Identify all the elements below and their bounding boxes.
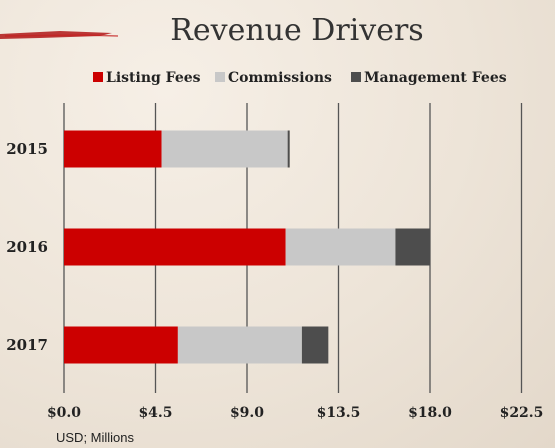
chart-legend: Listing Fees Commissions Management Fees: [93, 70, 507, 86]
category-labels: 2015 2016 2017: [6, 140, 48, 354]
category-label: 2016: [6, 238, 48, 256]
category-label: 2015: [6, 140, 48, 158]
bar-commissions-2016: [285, 228, 396, 266]
bar-listing-fees-2016: [64, 228, 286, 266]
decorative-brush-stroke: [0, 31, 119, 39]
bar-management-fees-2017: [301, 326, 329, 364]
x-axis-tick-labels: $0.0 $4.5 $9.0 $13.5 $18.0 $22.5: [47, 405, 543, 421]
x-tick-label: $22.5: [500, 405, 544, 421]
x-tick-label: $13.5: [317, 405, 361, 421]
x-axis-unit-label: USD; Millions: [56, 430, 135, 445]
bar-listing-fees-2015: [64, 130, 162, 168]
bar-management-fees-2016: [395, 228, 430, 266]
category-label: 2017: [6, 336, 48, 354]
bars: [64, 130, 430, 364]
legend-swatch: [215, 72, 225, 82]
x-tick-label: $9.0: [230, 405, 264, 421]
legend-label: Management Fees: [364, 70, 507, 86]
chart-title: Revenue Drivers: [170, 13, 423, 48]
x-tick-label: $18.0: [408, 405, 452, 421]
bar-commissions-2017: [177, 326, 302, 364]
legend-swatch: [93, 72, 103, 82]
legend-swatch: [351, 72, 361, 82]
bar-listing-fees-2017: [64, 326, 178, 364]
bar-commissions-2015: [161, 130, 288, 168]
x-tick-label: $4.5: [138, 405, 172, 421]
legend-label: Listing Fees: [106, 70, 201, 86]
x-tick-label: $0.0: [47, 405, 81, 421]
legend-label: Commissions: [228, 70, 332, 86]
bar-management-fees-2015: [287, 130, 290, 168]
